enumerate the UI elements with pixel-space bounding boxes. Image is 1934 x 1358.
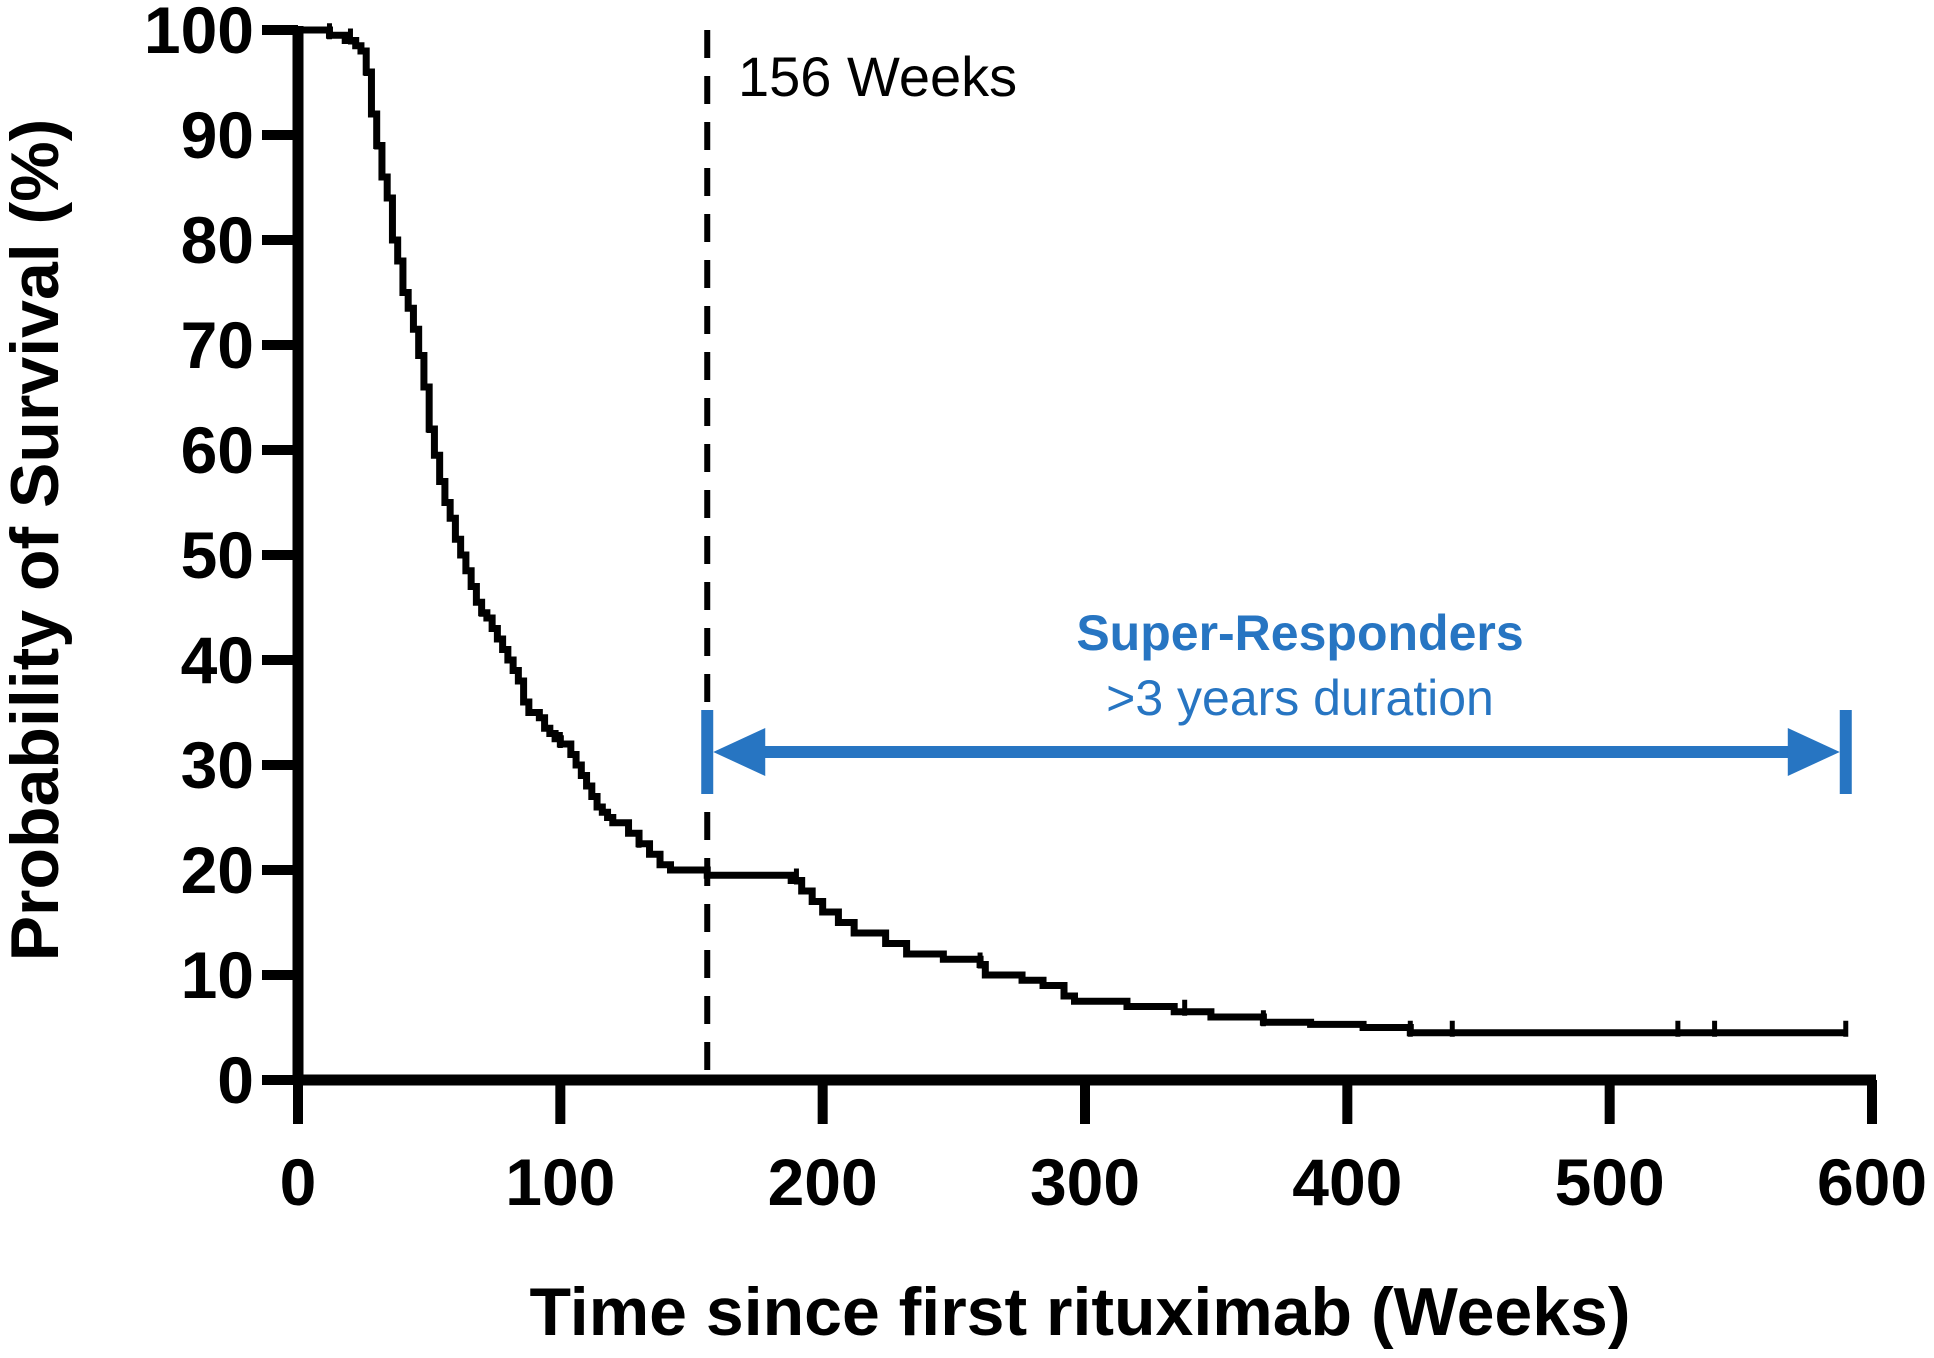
reference-line-label: 156 Weeks — [738, 45, 1017, 108]
y-tick-label: 60 — [181, 413, 254, 487]
marks-layer — [298, 23, 1852, 1076]
y-tick-label: 90 — [181, 98, 254, 172]
y-tick-label: 30 — [181, 728, 254, 802]
y-tick-label: 100 — [144, 0, 254, 67]
y-axis-title: Probability of Survival (%) — [0, 119, 73, 962]
x-tick-label: 0 — [280, 1145, 317, 1219]
annotation-arrowhead-right — [1787, 728, 1840, 776]
y-tick-label: 10 — [181, 938, 254, 1012]
y-tick-label: 20 — [181, 833, 254, 907]
survival-curve — [298, 26, 1846, 1037]
y-tick-label: 0 — [217, 1043, 254, 1117]
x-tick-label: 600 — [1817, 1145, 1927, 1219]
y-tick-label: 50 — [181, 518, 254, 592]
x-tick-label: 100 — [505, 1145, 615, 1219]
labels-layer: 0 10 20 30 40 50 60 70 80 90 100 0 100 200 300 400 500 60… — [144, 0, 1927, 1219]
annotation-title: Super-Responders — [1076, 605, 1523, 661]
y-tick-label: 70 — [181, 308, 254, 382]
x-axis-title: Time since first rituximab (Weeks) — [530, 1274, 1631, 1350]
x-tick-label: 300 — [1030, 1145, 1140, 1219]
x-tick-label: 500 — [1555, 1145, 1665, 1219]
annotation-subtitle: >3 years duration — [1106, 670, 1494, 726]
x-tick-label: 200 — [768, 1145, 878, 1219]
annotation-arrowhead-left — [713, 728, 766, 776]
y-tick-label: 80 — [181, 203, 254, 277]
x-tick-label: 400 — [1292, 1145, 1402, 1219]
axes-layer — [262, 25, 1877, 1124]
y-tick-label: 40 — [181, 623, 254, 697]
